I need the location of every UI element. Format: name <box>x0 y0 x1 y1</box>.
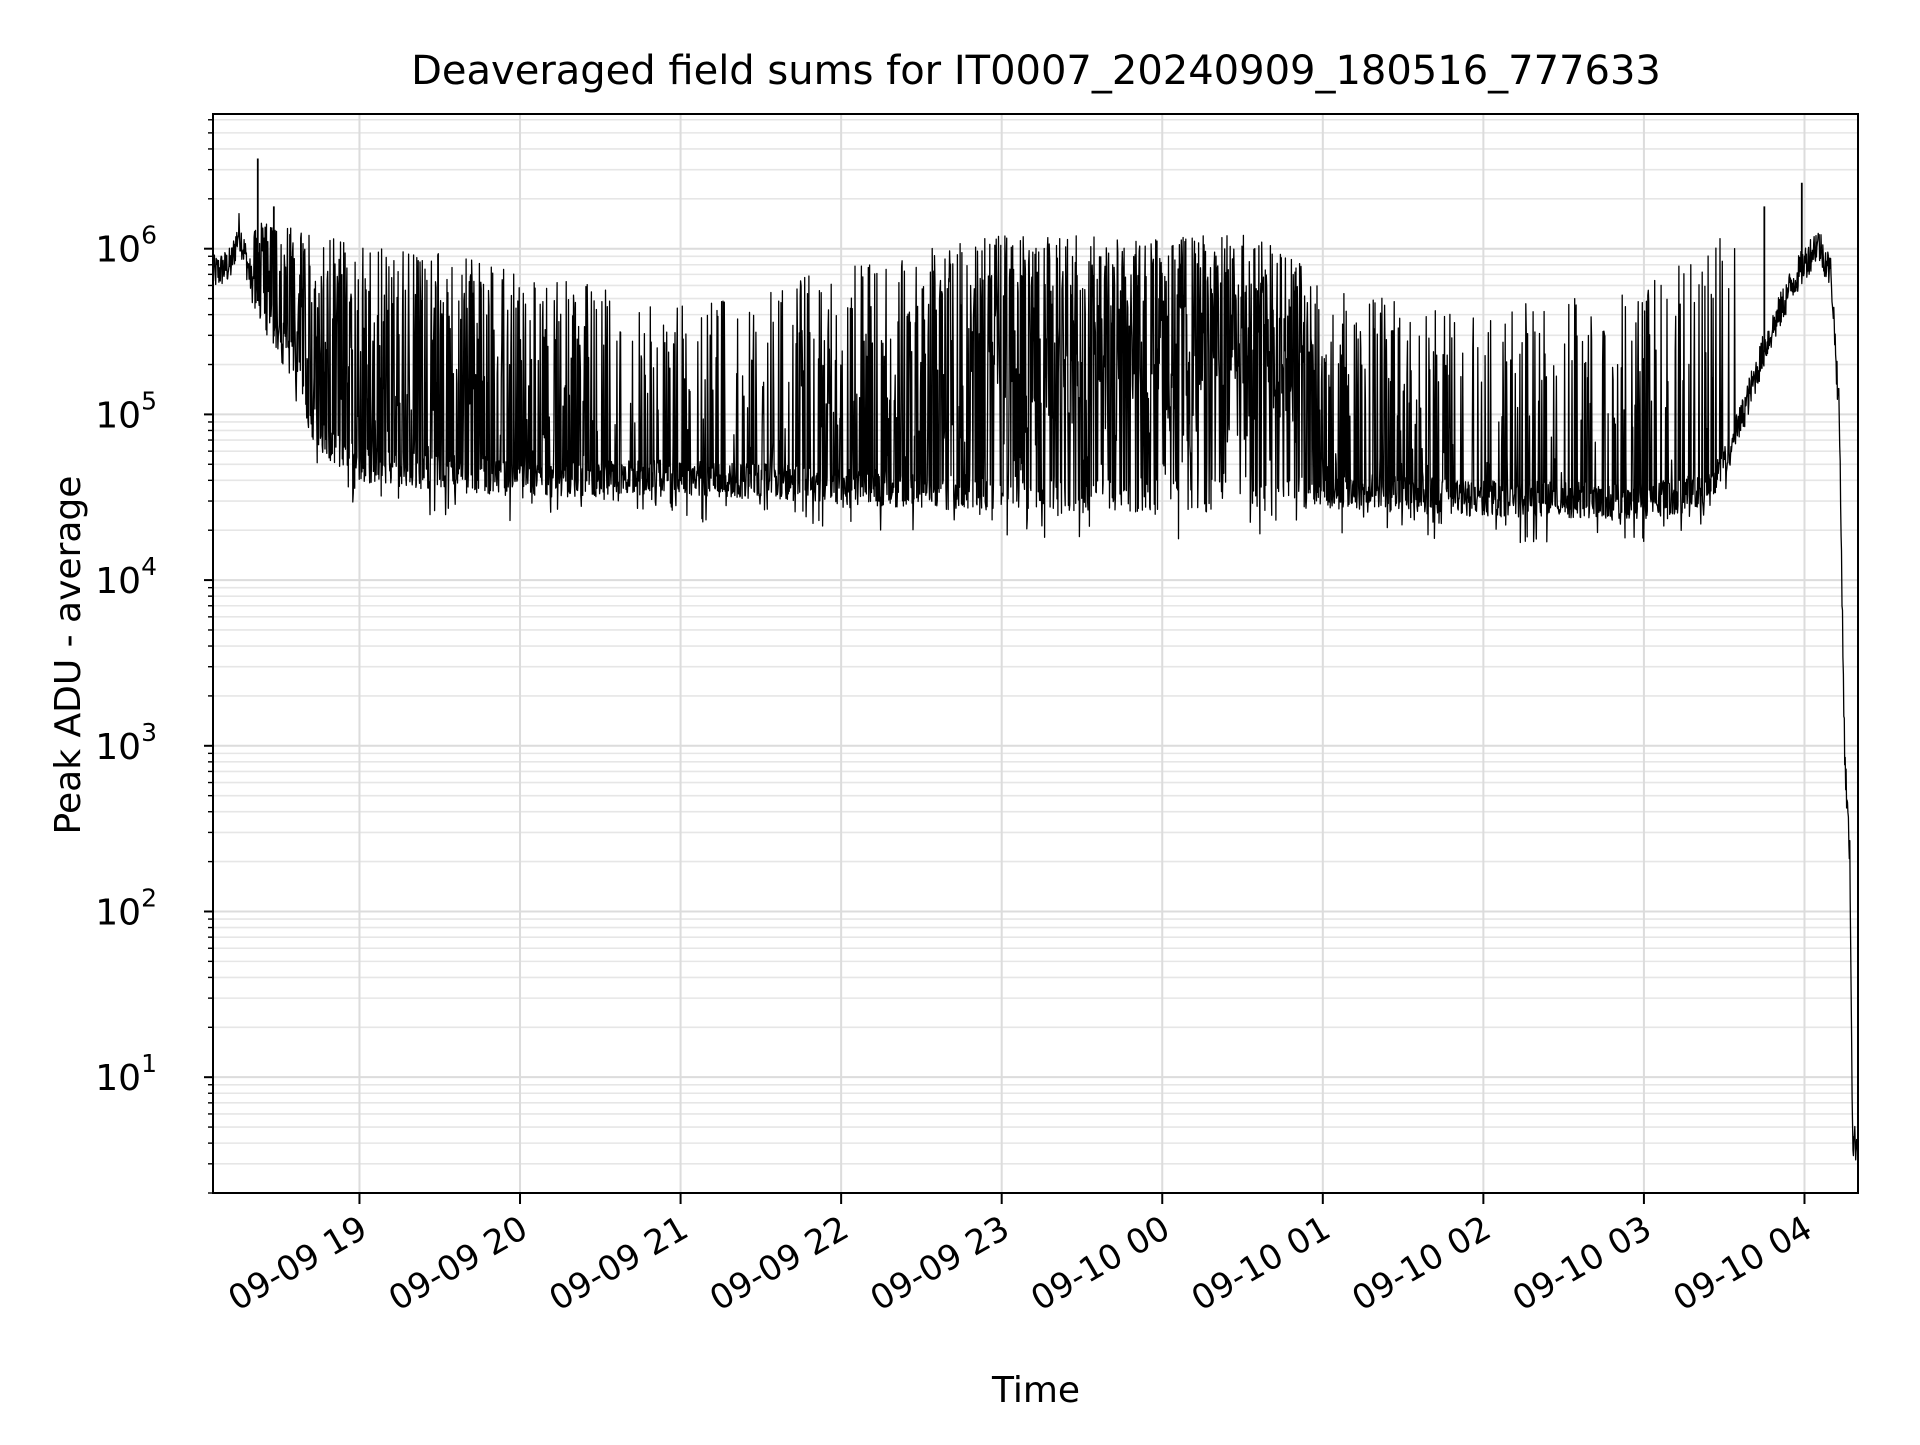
y-tick-exponent: 4 <box>141 552 157 581</box>
series-layer <box>212 158 1859 1161</box>
plot-frame <box>212 113 1859 1194</box>
y-tick-exponent: 5 <box>141 386 157 415</box>
y-tick-exponent: 1 <box>141 1049 157 1078</box>
y-tick-exponent: 2 <box>141 883 157 912</box>
y-tick-exponent: 3 <box>141 718 157 747</box>
chart-title: Deaveraged field sums for IT0007_2024090… <box>411 48 1661 94</box>
series-line <box>212 212 1859 1161</box>
x-axis-label: Time <box>991 1370 1080 1411</box>
y-tick-exponent: 6 <box>141 221 157 250</box>
y-axis-label: Peak ADU - average <box>48 476 89 835</box>
